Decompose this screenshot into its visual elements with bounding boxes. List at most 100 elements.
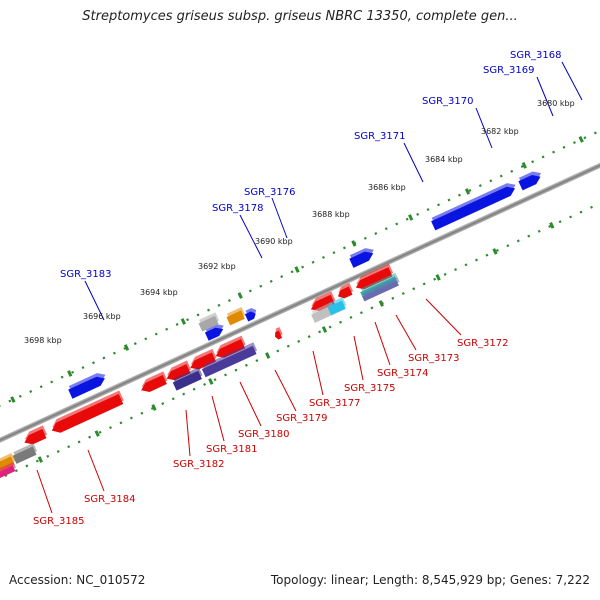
track-dot: [165, 327, 169, 331]
track-dot: [217, 303, 221, 307]
track-tick: [151, 404, 157, 411]
track-dot: [573, 141, 576, 145]
gene-SGR_3182-top: [141, 371, 168, 389]
gene-label-SGR_3174[interactable]: SGR_3174: [377, 368, 429, 379]
track-dot: [144, 337, 148, 341]
track-dot: [255, 359, 259, 362]
gene-label-SGR_3172[interactable]: SGR_3172: [457, 338, 509, 349]
scale-label-3694: 3694 kbp: [140, 288, 178, 297]
gene-label-SGR_3176[interactable]: SGR_3176: [244, 187, 296, 198]
track-dot: [119, 421, 123, 425]
gene-SGR_3170: [431, 183, 516, 231]
track-dot: [422, 282, 426, 286]
track-dot: [395, 222, 399, 226]
track-dot: [447, 198, 451, 202]
track-tick: [351, 240, 357, 247]
track-dot: [35, 459, 39, 463]
forward-gene-labels[interactable]: SGR_3168 SGR_3169 SGR_3170 SGR_3171 SGR_…: [60, 50, 562, 280]
gene-SGR_3185b-top: [0, 452, 16, 471]
scale-label-3692: 3692 kbp: [198, 262, 236, 271]
track-dot: [489, 179, 493, 183]
chromosome-backbone: [0, 91, 600, 513]
gene-label-SGR_3177[interactable]: SGR_3177: [309, 398, 361, 409]
track-tick: [10, 396, 16, 403]
track-dot: [18, 394, 22, 398]
gene-SGR_3185: [12, 442, 38, 464]
track-dot: [286, 344, 290, 348]
gene-SGR_3179: [215, 335, 246, 358]
track-dot: [92, 361, 95, 365]
scale-label-3688: 3688 kbp: [312, 210, 350, 219]
gene-label-SGR_3178[interactable]: SGR_3178: [212, 203, 264, 214]
gene-SGR_3184-top: [52, 390, 124, 430]
gene-label-SGR_3168[interactable]: SGR_3168: [510, 50, 562, 61]
track-tick: [94, 430, 100, 437]
track-dot: [478, 184, 482, 188]
gene-label-SGR_3179[interactable]: SGR_3179: [276, 413, 328, 424]
track-tick: [67, 370, 73, 377]
gene-label-SGR_3173[interactable]: SGR_3173: [408, 353, 460, 364]
track-tick: [492, 248, 498, 255]
track-dot: [506, 244, 510, 248]
gene-SGR_3168-top: [518, 171, 542, 187]
track-dot: [363, 236, 367, 240]
track-dot: [77, 440, 81, 444]
gene-SGR_3175-top: [311, 291, 336, 308]
gene-SGR_3185b: [0, 452, 16, 474]
gene-label-SGR_3169[interactable]: SGR_3169: [483, 65, 535, 76]
gene-SGR_3175: [310, 291, 336, 311]
leader-SGR_3172: [425, 298, 462, 336]
gene-SGR_3178b: [198, 312, 220, 332]
gene-SGR_3184b: [24, 425, 48, 445]
track-tick: [549, 222, 555, 229]
gene-SGR_3171-top: [349, 248, 374, 265]
track-dot: [29, 390, 33, 393]
leader-SGR_3173: [395, 314, 417, 351]
track-tick: [464, 188, 471, 195]
leader-SGR_3185: [36, 469, 53, 514]
gene-label-SGR_3171[interactable]: SGR_3171: [354, 131, 406, 142]
track-dot: [60, 375, 64, 379]
track-dot: [46, 454, 50, 458]
gene-SGR_3181-top: [167, 360, 192, 377]
gene-SGR_3172: [355, 263, 394, 290]
accession-text: Accession: NC_010572: [9, 573, 146, 587]
track-dot: [203, 383, 207, 386]
gene-label-SGR_3170[interactable]: SGR_3170: [422, 96, 474, 107]
track-dot: [248, 289, 252, 293]
gene-label-SGR_3184[interactable]: SGR_3184: [84, 494, 136, 505]
gene-SGR_3178b-top: [199, 312, 220, 328]
gene-SGR_3177-top: [275, 327, 283, 336]
leader-SGR_3183: [84, 280, 105, 321]
leader-SGR_3176: [271, 197, 288, 239]
gene-features[interactable]: [0, 165, 563, 481]
reverse-gene-labels[interactable]: SGR_3172 SGR_3173 SGR_3174 SGR_3175 SGR_…: [33, 338, 509, 527]
track-dot: [405, 217, 409, 221]
scale-label-3686: 3686 kbp: [368, 183, 406, 192]
gene-label-SGR_3181[interactable]: SGR_3181: [206, 444, 258, 455]
track-dot: [562, 145, 566, 149]
track-dot: [475, 258, 478, 262]
track-dot: [499, 174, 503, 178]
gene-SGR_3175c-top: [328, 296, 347, 312]
gene-label-SGR_3185[interactable]: SGR_3185: [33, 516, 85, 527]
track-dot: [391, 296, 395, 300]
leader-SGR_3178: [239, 214, 263, 259]
track-dot: [56, 450, 60, 453]
track-tick: [378, 300, 384, 307]
track-tick: [521, 162, 527, 169]
gene-label-SGR_3183[interactable]: SGR_3183: [60, 269, 112, 280]
gene-SGR_3181b: [172, 367, 203, 391]
gene-label-SGR_3175[interactable]: SGR_3175: [344, 383, 396, 394]
track-dot: [182, 392, 186, 396]
gene-label-SGR_3180[interactable]: SGR_3180: [238, 429, 290, 440]
scale-label-3698: 3698 kbp: [24, 336, 62, 345]
lower-coordinate-track: [4, 205, 593, 477]
track-dot: [569, 215, 573, 219]
gene-label-SGR_3182[interactable]: SGR_3182: [173, 459, 225, 470]
gene-SGR_3176b-top: [245, 307, 257, 318]
track-tick: [408, 214, 414, 221]
track-dot: [464, 263, 468, 267]
track-dot: [175, 323, 179, 326]
